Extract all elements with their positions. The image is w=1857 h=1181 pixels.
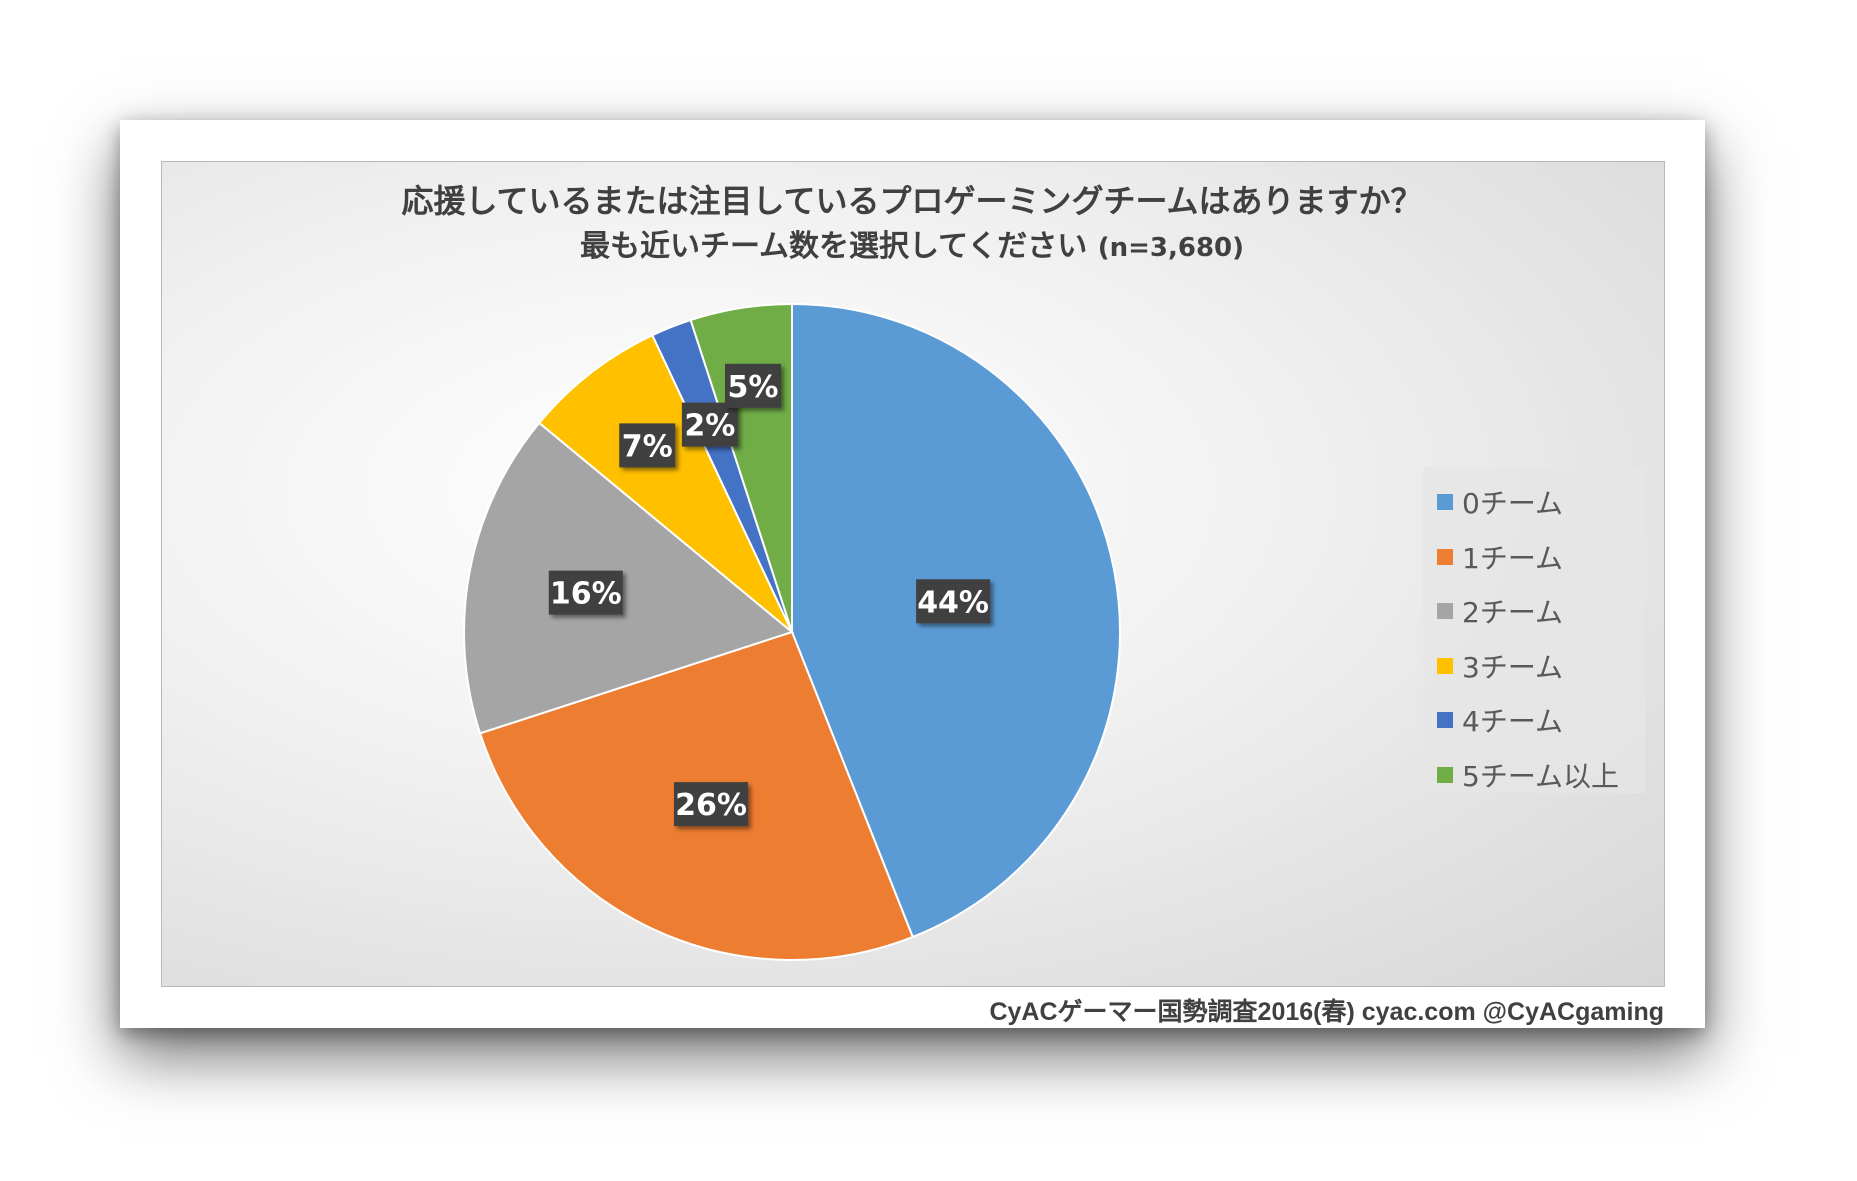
data-label-text: 7% — [622, 429, 673, 464]
legend-item: 3チーム — [1437, 646, 1563, 686]
legend-label: 3チーム — [1462, 650, 1563, 684]
data-label-box — [673, 782, 748, 827]
legend: 0チーム 1チーム 2チーム 3チーム 4チーム 5チーム以上 — [1423, 467, 1645, 793]
legend-swatch — [1437, 603, 1453, 619]
data-label-text: 26% — [675, 788, 747, 823]
data-label-text: 16% — [550, 577, 622, 612]
data-label-3-teams: 7% — [619, 423, 676, 468]
legend-item: 5チーム以上 — [1437, 755, 1619, 795]
legend-swatch — [1437, 712, 1453, 728]
chart-subtitle-line: 最も近いチーム数を選択してください (n=3,680) — [161, 224, 1663, 271]
data-label-4-teams: 2% — [681, 402, 738, 447]
legend-item: 4チーム — [1437, 700, 1563, 740]
data-label-box — [725, 363, 782, 408]
chart-title-block: 応援しているまたは注目しているプロゲーミングチームはありますか？ 最も近いチーム… — [161, 178, 1663, 271]
data-label-box — [619, 423, 676, 468]
data-label-box — [548, 570, 623, 615]
data-label-2-teams: 16% — [548, 570, 623, 615]
footer-credit: CyACゲーマー国勢調査2016(春) cyac.com @CyACgaming — [989, 998, 1664, 1026]
data-label-text: 2% — [684, 409, 735, 444]
legend-label: 1チーム — [1462, 541, 1563, 575]
data-label-1-team: 26% — [673, 782, 748, 827]
chart-subtitle: 最も近いチーム数を選択してください — [579, 229, 1088, 264]
data-label-text: 44% — [917, 585, 989, 620]
legend-swatch — [1437, 766, 1453, 783]
sample-size: (n=3,680) — [1097, 233, 1245, 263]
data-label-0-teams: 44% — [916, 579, 991, 624]
legend-label: 2チーム — [1462, 596, 1563, 629]
legend-label: 5チーム以上 — [1462, 759, 1619, 793]
legend-swatch — [1437, 657, 1453, 674]
data-label-text: 5% — [728, 370, 779, 405]
legend-item: 0チーム — [1437, 482, 1563, 522]
slice-3-teams — [537, 333, 793, 633]
data-label-box — [681, 402, 738, 447]
legend-item: 1チーム — [1437, 537, 1563, 577]
legend-label: 0チーム — [1462, 487, 1563, 520]
legend-item: 2チーム — [1437, 591, 1563, 631]
legend-swatch — [1437, 548, 1453, 565]
data-label-box — [916, 579, 991, 624]
data-label-5plus-teams: 5% — [725, 363, 782, 408]
chart-title: 応援しているまたは注目しているプロゲーミングチームはありますか？ — [401, 182, 1423, 220]
legend-swatch — [1437, 494, 1453, 510]
slice-2-teams — [463, 421, 795, 735]
legend-label: 4チーム — [1462, 705, 1563, 738]
